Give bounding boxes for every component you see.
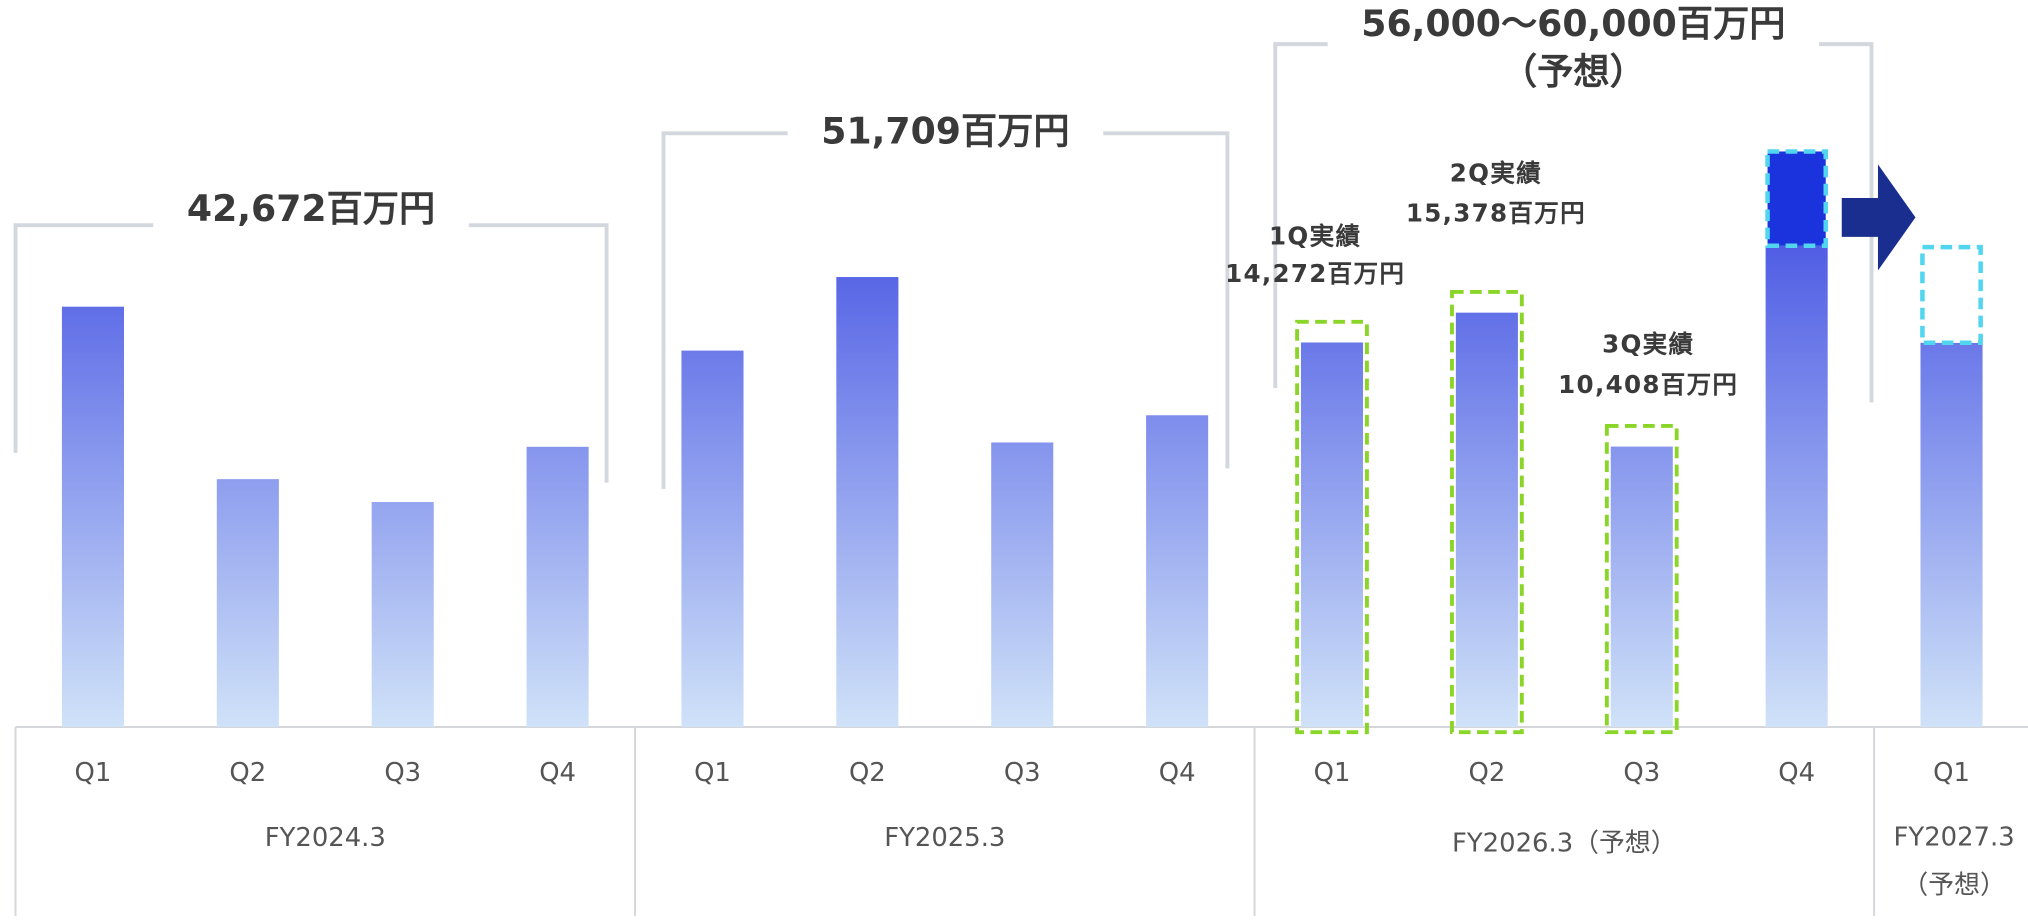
bar <box>526 446 589 728</box>
x-tick-label: Q2 <box>1468 758 1505 788</box>
actual-frame <box>1604 423 1679 735</box>
forecast-range <box>1920 244 1983 346</box>
bar <box>61 306 125 728</box>
group-label: FY2026.3（予想） <box>1452 828 1677 858</box>
group-total: 56,000～60,000百万円 <box>1361 2 1785 45</box>
value-label: 10,408百万円 <box>1558 370 1738 399</box>
group-total: 42,672百万円 <box>187 187 435 230</box>
bracket <box>13 223 154 453</box>
bar <box>991 442 1054 728</box>
group-total-note: （予想） <box>1501 50 1646 93</box>
bar <box>836 277 899 728</box>
group-name: FY2026.3 <box>1452 828 1573 858</box>
bracket <box>468 223 609 483</box>
actual-frame <box>1295 319 1369 735</box>
bracket <box>661 131 788 490</box>
group-name: FY2024.3 <box>265 823 386 853</box>
bar <box>1610 446 1673 728</box>
value-title: 3Q実績 <box>1602 330 1694 359</box>
x-tick-label: Q3 <box>1623 758 1660 788</box>
bracket <box>1819 42 1874 403</box>
x-tick-label: Q4 <box>539 758 576 788</box>
bar <box>1146 415 1209 728</box>
bar <box>1455 312 1518 728</box>
x-tick-label: Q1 <box>1933 758 1970 788</box>
group-label: FY2027.3 <box>1894 823 2015 853</box>
bracket <box>1273 42 1328 389</box>
x-tick-label: Q2 <box>229 758 266 788</box>
x-tick-label: Q3 <box>1004 758 1041 788</box>
x-tick-label: Q4 <box>1159 758 1196 788</box>
x-tick-label: Q4 <box>1778 758 1815 788</box>
group-label: FY2025.3 <box>884 823 1005 853</box>
x-tick-label: Q1 <box>75 758 112 788</box>
value-label: 14,272百万円 <box>1225 259 1405 288</box>
value-title: 1Q実績 <box>1269 222 1361 251</box>
bar <box>681 350 744 728</box>
x-tick-label: Q2 <box>849 758 886 788</box>
group-note: （予想） <box>1573 828 1676 858</box>
group-note: （予想） <box>1902 871 2005 901</box>
bar <box>216 479 279 728</box>
group-name: FY2025.3 <box>884 823 1005 853</box>
forecast-arrow <box>1841 164 1916 271</box>
bracket <box>1103 131 1230 469</box>
value-title: 2Q実績 <box>1450 158 1542 187</box>
bar <box>1300 342 1364 728</box>
bar <box>371 502 434 728</box>
value-label: 15,378百万円 <box>1406 198 1586 227</box>
x-tick-label: Q3 <box>384 758 421 788</box>
x-tick-label: Q1 <box>1314 758 1351 788</box>
forecast-range <box>1765 149 1829 249</box>
bar <box>1765 245 1828 728</box>
x-tick-label: Q1 <box>694 758 731 788</box>
group-label: FY2024.3 <box>265 823 386 853</box>
bar <box>1920 342 1983 728</box>
group-total: 51,709百万円 <box>821 109 1069 152</box>
actual-frame <box>1450 290 1524 735</box>
